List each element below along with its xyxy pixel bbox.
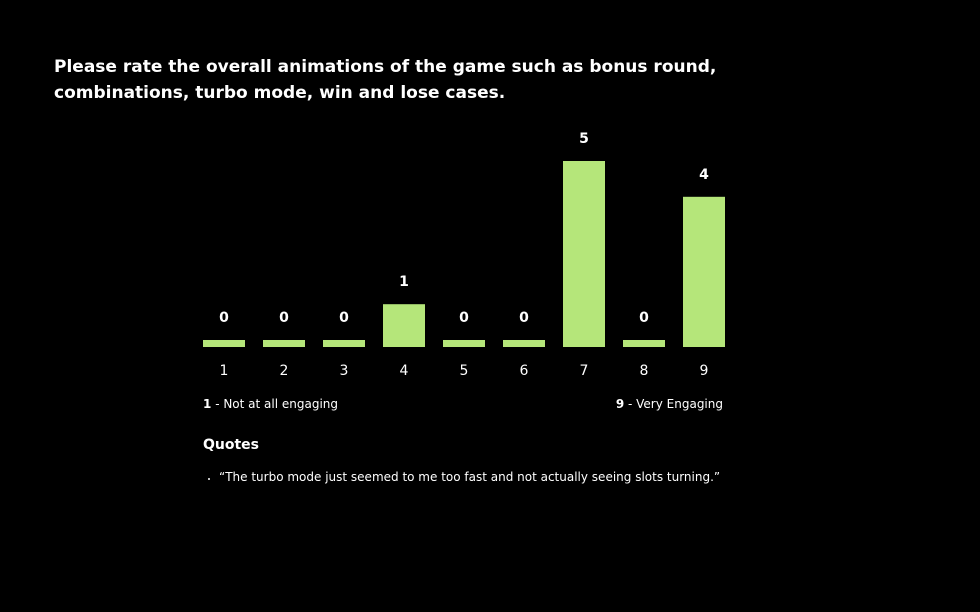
bar — [203, 340, 245, 347]
value-label: 0 — [339, 310, 349, 326]
scale-key: 9 — [615, 397, 625, 411]
value-label: 5 — [579, 131, 589, 147]
bar — [383, 304, 425, 347]
scale-high: 9 - Very Engaging — [616, 397, 723, 411]
value-label: 0 — [519, 310, 529, 326]
value-label: 4 — [699, 167, 709, 183]
quote-list: “The turbo mode just seemed to me too fa… — [203, 470, 720, 484]
bar — [683, 196, 725, 347]
value-label: 0 — [639, 310, 649, 326]
scale-text: - Not at all engaging — [215, 397, 339, 411]
bar — [563, 161, 605, 347]
x-tick-label: 3 — [340, 363, 349, 379]
x-tick-label: 7 — [580, 363, 589, 379]
bar — [323, 340, 365, 347]
value-label: 0 — [219, 310, 229, 326]
x-tick-label: 4 — [400, 363, 409, 379]
value-label: 1 — [399, 274, 409, 290]
scale-text: - Very Engaging — [628, 397, 723, 411]
quotes-heading: Quotes — [203, 437, 260, 453]
scale-low: 1 - Not at all engaging — [203, 397, 338, 411]
x-tick-label: 6 — [520, 363, 529, 379]
chart-title: Please rate the overall animations of th… — [54, 57, 717, 103]
scale-key: 1 — [203, 397, 212, 411]
x-tick-label: 9 — [700, 363, 709, 379]
x-tick-label: 2 — [280, 363, 289, 379]
value-label: 0 — [459, 310, 469, 326]
quote: “The turbo mode just seemed to me too fa… — [219, 470, 720, 484]
x-tick-label: 8 — [640, 363, 649, 379]
bar — [443, 340, 485, 347]
x-tick-label: 5 — [460, 363, 469, 379]
bar — [623, 340, 665, 347]
x-tick-label: 1 — [220, 363, 229, 379]
value-label: 0 — [279, 310, 289, 326]
bar — [263, 340, 305, 347]
bar — [503, 340, 545, 347]
